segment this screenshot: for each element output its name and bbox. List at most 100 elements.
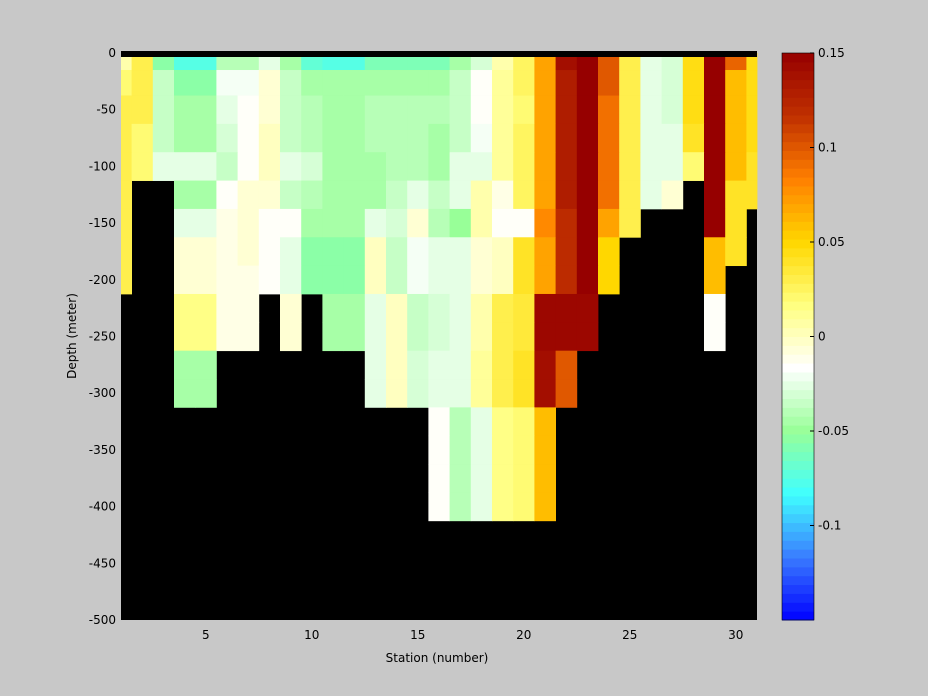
heatmap-cell [492, 152, 514, 181]
heatmap-cell [301, 180, 323, 210]
heatmap-cell [746, 123, 758, 153]
colorbar-step [782, 327, 814, 337]
heatmap-cell [121, 53, 132, 71]
heatmap-cell [343, 208, 366, 238]
colorbar-tick-label: 0.1 [818, 141, 837, 155]
heatmap-cell [428, 95, 450, 125]
heatmap-cell [470, 293, 493, 323]
heatmap-cell [216, 123, 238, 153]
colorbar-step [782, 301, 814, 311]
heatmap-cell [152, 152, 175, 181]
heatmap-cell [661, 70, 684, 96]
heatmap-cell [704, 180, 726, 210]
colorbar-step [782, 61, 814, 72]
heatmap-cell [470, 180, 493, 210]
heatmap-cell [513, 70, 535, 96]
y-tick-label: 0 [108, 46, 116, 60]
colorbar-step [782, 566, 814, 577]
x-tick-label: 10 [304, 628, 319, 642]
heatmap-cell [449, 208, 472, 238]
heatmap-cell [619, 208, 641, 238]
heatmap-cell [258, 265, 281, 295]
heatmap-cell [386, 152, 408, 181]
heatmap-cell [725, 180, 747, 210]
heatmap-cell [534, 70, 556, 96]
heatmap-cell [470, 492, 493, 522]
colorbar-step [782, 504, 814, 515]
colorbar-step [782, 70, 814, 81]
heatmap-cell [534, 265, 556, 295]
heatmap-cell [704, 322, 726, 352]
heatmap-cell [428, 208, 450, 238]
heatmap-cell [449, 293, 472, 323]
heatmap-cell [682, 123, 705, 153]
colorbar-step [782, 177, 814, 187]
heatmap-cell [152, 123, 175, 153]
heatmap-cell [131, 70, 154, 96]
heatmap-cell [258, 53, 281, 71]
heatmap-cell [364, 208, 387, 238]
heatmap-cell [216, 95, 238, 125]
colorbar-step [782, 460, 814, 470]
heatmap-cell [280, 53, 302, 71]
heatmap-cell [322, 152, 344, 181]
heatmap-cell [682, 152, 705, 181]
heatmap-cell [386, 53, 408, 71]
colorbar-step [782, 398, 814, 408]
heatmap-cell [534, 322, 556, 352]
heatmap-cell [174, 350, 196, 380]
heatmap-cell [343, 322, 366, 352]
heatmap-cell [301, 70, 323, 96]
colorbar-step [782, 407, 814, 417]
surface-line [121, 51, 757, 57]
heatmap-cell [343, 265, 366, 295]
heatmap-cell [216, 180, 238, 210]
heatmap-cell [237, 70, 260, 96]
heatmap-cell [555, 237, 578, 267]
heatmap-cell [555, 293, 578, 323]
heatmap-cell [237, 208, 260, 238]
colorbar-step [782, 318, 814, 329]
heatmap-cell [470, 350, 493, 380]
heatmap-cell [386, 293, 408, 323]
heatmap-cell [121, 237, 132, 267]
heatmap-cell [174, 123, 196, 153]
heatmap-cell [237, 237, 260, 267]
colorbar-step [782, 389, 814, 400]
heatmap-cell [682, 70, 705, 96]
colorbar-step [782, 185, 814, 196]
heatmap-cell [534, 237, 556, 267]
colorbar-step [782, 97, 814, 107]
colorbar-step [782, 141, 814, 151]
heatmap-cell [576, 152, 599, 181]
colorbar-step [782, 575, 814, 586]
heatmap-cell [364, 237, 387, 267]
heatmap-cell [121, 95, 132, 125]
heatmap-cell [407, 265, 429, 295]
heatmap-cell [725, 237, 747, 267]
heatmap-cell [513, 152, 535, 181]
heatmap-cell [407, 208, 429, 238]
heatmap-cell [386, 379, 408, 408]
colorbar-step [782, 203, 814, 213]
colorbar-step [782, 380, 814, 391]
heatmap-cell [407, 237, 429, 267]
heatmap-cell [386, 322, 408, 352]
heatmap-cell [492, 208, 514, 238]
heatmap-cell [449, 407, 472, 437]
colorbar-step [782, 451, 814, 462]
heatmap-plot-area [121, 51, 758, 620]
heatmap-cell [428, 350, 450, 380]
heatmap-cell [152, 53, 175, 71]
heatmap-cell [322, 70, 344, 96]
heatmap-cell [576, 70, 599, 96]
heatmap-cell [428, 322, 450, 352]
heatmap-cell [513, 53, 535, 71]
heatmap-cell [470, 237, 493, 267]
heatmap-cell [619, 180, 641, 210]
heatmap-cell [195, 53, 217, 71]
heatmap-cell [661, 180, 684, 210]
heatmap-cell [216, 152, 238, 181]
y-tick-label: -150 [89, 216, 116, 230]
heatmap-cell [407, 70, 429, 96]
